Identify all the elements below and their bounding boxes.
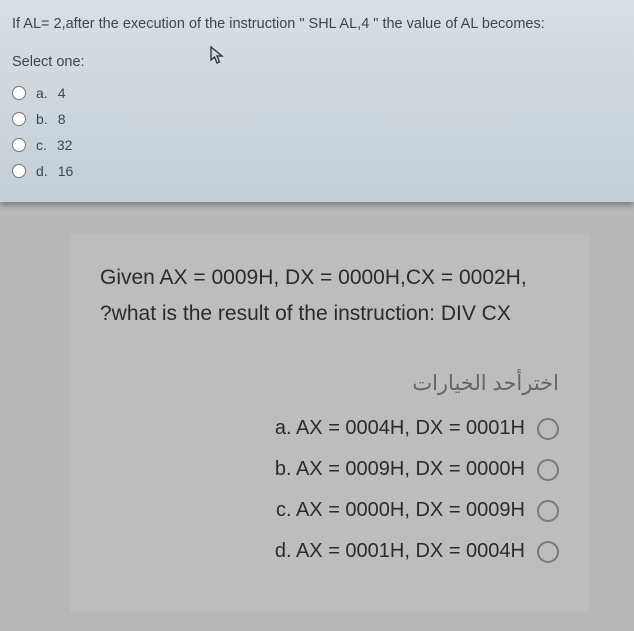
q2-text-c: c. AX = 0000H, DX = 0009H — [276, 499, 525, 522]
q1-select-prompt: Select one: — [12, 54, 622, 70]
q2-option-a[interactable]: a. AX = 0004H, DX = 0001H — [100, 408, 559, 449]
q2-option-d[interactable]: d. AX = 0001H, DX = 0004H — [100, 531, 559, 572]
q1-radio-c[interactable] — [12, 138, 26, 152]
q1-text-a: 4 — [58, 85, 66, 101]
q1-option-a[interactable]: a. 4 — [12, 80, 622, 106]
q2-radio-a[interactable] — [537, 418, 559, 440]
q1-option-d[interactable]: d. 16 — [12, 158, 622, 184]
q1-radio-d[interactable] — [12, 164, 26, 178]
q1-text-c: 32 — [57, 137, 73, 153]
q2-radio-b[interactable] — [537, 459, 559, 481]
q1-letter-c: c. — [36, 137, 47, 153]
q2-text-d: d. AX = 0001H, DX = 0004H — [275, 540, 525, 563]
gap — [0, 202, 634, 234]
q1-text-b: 8 — [58, 111, 66, 127]
q2-stem-line1: Given AX = 0009H, DX = 0000H,CX = 0002H, — [100, 260, 559, 296]
question-2-panel: Given AX = 0009H, DX = 0000H,CX = 0002H,… — [70, 234, 589, 612]
q1-option-c[interactable]: c. 32 — [12, 132, 622, 158]
q2-choose-label: اخترأحد الخيارات — [100, 371, 559, 396]
q2-option-c[interactable]: c. AX = 0000H, DX = 0009H — [100, 490, 559, 531]
question-1-panel: If AL= 2,after the execution of the inst… — [0, 0, 634, 202]
cursor-icon — [210, 46, 226, 66]
q2-stem: Given AX = 0009H, DX = 0000H,CX = 0002H,… — [100, 260, 559, 331]
q2-text-b: b. AX = 0009H, DX = 0000H — [275, 458, 525, 481]
q1-stem-text: If AL= 2,after the execution of the inst… — [12, 16, 545, 32]
q1-radio-a[interactable] — [12, 86, 26, 100]
q1-text-d: 16 — [58, 163, 74, 179]
q2-radio-c[interactable] — [537, 500, 559, 522]
q2-stem-line2: ?what is the result of the instruction: … — [100, 296, 559, 332]
q1-radio-b[interactable] — [12, 112, 26, 126]
q1-letter-d: d. — [36, 163, 48, 179]
q2-text-a: a. AX = 0004H, DX = 0001H — [275, 417, 525, 440]
q2-option-b[interactable]: b. AX = 0009H, DX = 0000H — [100, 449, 559, 490]
q1-option-b[interactable]: b. 8 — [12, 106, 622, 132]
q2-radio-d[interactable] — [537, 541, 559, 563]
q1-letter-a: a. — [36, 85, 48, 101]
q1-letter-b: b. — [36, 111, 48, 127]
q1-stem: If AL= 2,after the execution of the inst… — [12, 16, 622, 32]
